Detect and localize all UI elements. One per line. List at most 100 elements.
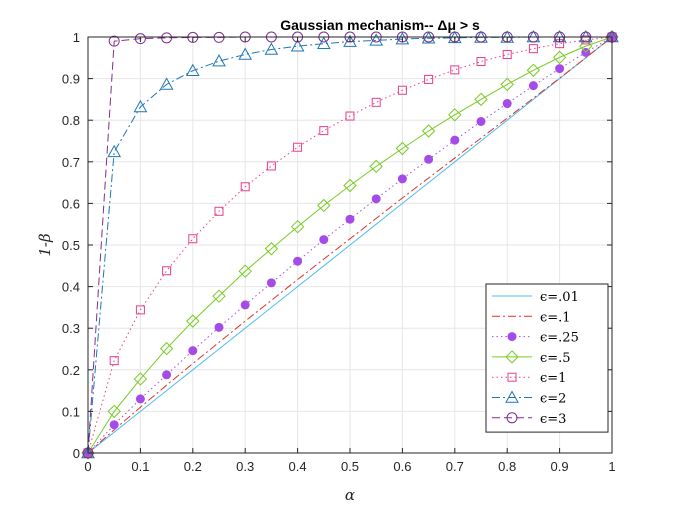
legend-label: ϵ=3: [540, 412, 566, 427]
legend-marker: [505, 350, 519, 364]
data-point: [188, 234, 198, 244]
data-point: [476, 116, 486, 126]
data-point: [264, 242, 279, 256]
data-point: [450, 65, 460, 75]
legend: ϵ=.01 ϵ=.1 ϵ=.25 ϵ=.5 ϵ=1 ϵ=2 ϵ=3: [485, 283, 609, 433]
data-point: [109, 356, 119, 366]
data-point: [369, 33, 384, 46]
series-0: [87, 36, 613, 454]
data-point: [238, 264, 252, 278]
x-tick-label: 0.6: [393, 459, 411, 474]
data-point: [500, 77, 514, 92]
x-tick-label: 0.2: [184, 459, 202, 474]
legend-marker: [507, 372, 517, 382]
data-point: [133, 99, 148, 113]
data-point: [448, 108, 462, 122]
chart-title: Gaussian mechanism-- Δμ > s: [280, 17, 480, 33]
x-tick-label: 0.5: [341, 459, 359, 474]
data-point: [317, 198, 331, 213]
data-point: [290, 219, 305, 234]
data-point: [424, 154, 434, 164]
data-point: [319, 235, 329, 245]
series-2: [83, 32, 617, 458]
data-point: [135, 394, 145, 404]
legend-label: ϵ=.01: [540, 290, 579, 305]
y-tick-label: 0.8: [62, 113, 80, 128]
x-tick-label: 1: [608, 459, 615, 474]
data-point: [108, 35, 120, 47]
data-point: [552, 50, 567, 65]
data-point: [212, 289, 226, 303]
data-point: [345, 111, 355, 121]
y-tick-label: 0.2: [62, 363, 80, 378]
data-point: [421, 31, 436, 44]
data-point: [369, 159, 383, 174]
y-axis-label: 1-β: [36, 233, 54, 257]
data-point: [162, 370, 172, 380]
data-point: [107, 144, 122, 158]
y-tick-label: 1: [73, 30, 80, 45]
data-point: [266, 278, 276, 288]
data-point: [528, 44, 538, 54]
data-point: [424, 74, 434, 84]
data-point: [186, 314, 200, 328]
y-tick-label: 0.1: [62, 404, 80, 419]
data-point: [395, 32, 410, 45]
data-point: [159, 341, 174, 356]
legend-item: ϵ=.01: [492, 290, 579, 305]
legend-label: ϵ=.25: [540, 331, 579, 346]
data-point: [319, 126, 329, 136]
x-tick-label: 0.7: [446, 459, 464, 474]
data-point: [240, 300, 250, 310]
data-point: [264, 42, 279, 55]
x-tick-label: 0.4: [289, 459, 307, 474]
series-1: [87, 36, 613, 454]
data-point: [345, 214, 355, 224]
legend-item: ϵ=3: [492, 412, 566, 427]
data-point: [240, 182, 250, 192]
data-point: [395, 141, 410, 156]
data-point: [450, 135, 460, 145]
data-point: [293, 142, 303, 152]
x-tick-label: 0.8: [498, 459, 516, 474]
data-point: [526, 63, 541, 77]
legend-label: ϵ=2: [540, 392, 566, 407]
series-line: [87, 36, 613, 454]
legend-label: ϵ=.1: [540, 310, 571, 325]
data-point: [421, 124, 436, 138]
data-point: [214, 206, 224, 216]
data-point: [293, 256, 303, 266]
data-point: [185, 63, 200, 76]
data-point: [134, 33, 146, 45]
data-point: [502, 99, 512, 109]
data-point: [474, 92, 488, 107]
legend-item: ϵ=.5: [492, 350, 571, 366]
data-point: [397, 174, 407, 184]
series-line: [87, 36, 613, 454]
legend-item: ϵ=1: [492, 371, 566, 386]
data-point: [212, 54, 226, 67]
data-point: [266, 161, 276, 171]
data-point: [238, 47, 253, 60]
legend-marker: [507, 332, 517, 342]
data-point: [162, 266, 172, 276]
y-tick-label: 0.4: [62, 280, 80, 295]
legend-marker: [506, 412, 518, 424]
data-point: [109, 420, 119, 430]
data-point: [214, 322, 224, 332]
data-point: [316, 36, 331, 49]
data-point: [107, 404, 121, 419]
x-tick-label: 0: [84, 459, 91, 474]
legend-box: [485, 283, 609, 433]
series-line: [87, 36, 613, 454]
data-point: [397, 85, 407, 95]
x-tick-label: 0.9: [551, 459, 569, 474]
y-tick-label: 0: [73, 446, 80, 461]
data-point: [133, 372, 148, 386]
data-point: [161, 32, 173, 44]
data-point: [371, 194, 381, 204]
ticks: 0 0.1 0.2 0.3 0.4 0.5 0.6 0.7 0.8 0.9 1 0 0.1 0.2 0.3 0…: [62, 30, 616, 474]
legend-label: ϵ=1: [540, 371, 566, 386]
legend-item: ϵ=.1: [492, 310, 571, 325]
